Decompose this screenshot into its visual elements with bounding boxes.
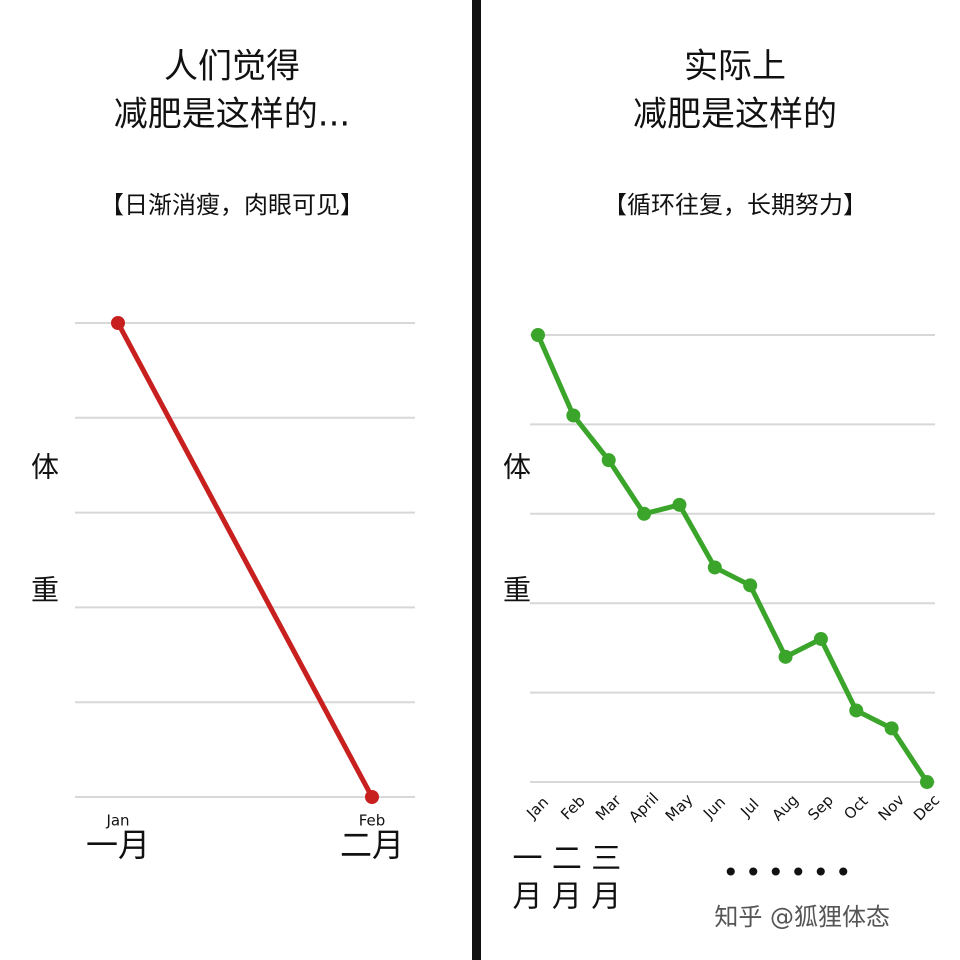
x-tick-label: Feb (359, 812, 386, 830)
chart-subtitle: 【循环往复，长期努力】 (603, 191, 867, 219)
data-point (743, 578, 758, 593)
month-label: 三月 (585, 842, 621, 918)
data-point (849, 703, 864, 718)
data-point (566, 408, 581, 423)
watermark: 知乎 @狐狸体态 (714, 903, 890, 931)
data-point (365, 790, 379, 804)
chart-title: 人们觉得 (164, 47, 300, 87)
month-label: 二月 (546, 842, 582, 918)
data-point (111, 316, 125, 330)
data-point (813, 631, 828, 646)
month-label: 一月 (86, 826, 150, 864)
data-point (920, 775, 934, 789)
chart-title: 减肥是这样的... (114, 95, 350, 135)
data-point (707, 560, 722, 575)
divider (472, 0, 481, 960)
chart-title: 实际上 (684, 47, 786, 87)
x-tick-label: Jan (105, 812, 129, 830)
month-label: 二月 (340, 826, 404, 864)
data-point (531, 328, 545, 342)
continuation: •••••• (722, 856, 857, 889)
data-point (637, 506, 652, 521)
data-point (884, 721, 899, 736)
data-point (601, 453, 616, 468)
y-axis-label: 体重 (27, 452, 60, 698)
y-axis-label: 体重 (499, 452, 532, 698)
chart-title: 减肥是这样的 (633, 95, 837, 135)
month-label: 一月 (507, 842, 543, 918)
data-point (778, 649, 793, 664)
line-series (115, 321, 375, 799)
data-point (672, 497, 687, 512)
chart-subtitle: 【日渐消瘦，肉眼可见】 (100, 191, 364, 219)
